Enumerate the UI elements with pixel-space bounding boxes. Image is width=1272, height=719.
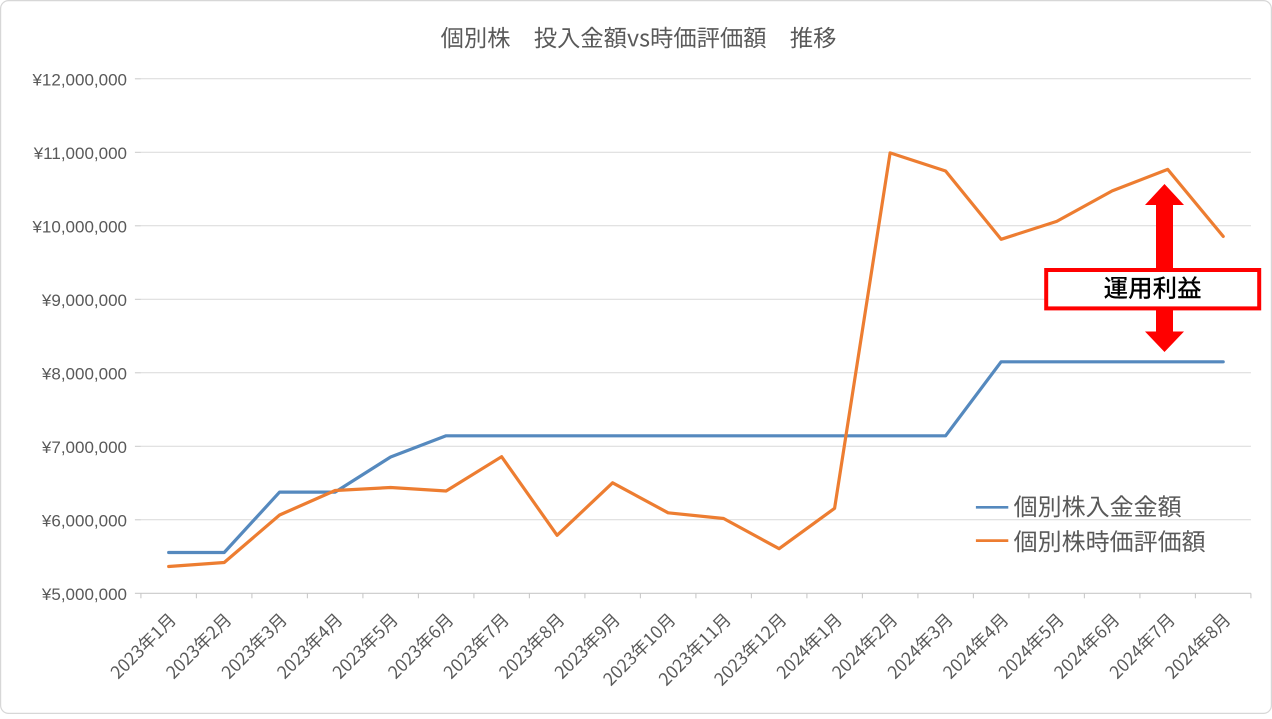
svg-text:¥7,000,000: ¥7,000,000 bbox=[41, 438, 127, 457]
svg-text:¥8,000,000: ¥8,000,000 bbox=[41, 365, 127, 384]
svg-text:¥10,000,000: ¥10,000,000 bbox=[31, 218, 127, 237]
svg-text:¥11,000,000: ¥11,000,000 bbox=[33, 144, 127, 163]
svg-text:¥5,000,000: ¥5,000,000 bbox=[41, 585, 127, 604]
svg-text:¥12,000,000: ¥12,000,000 bbox=[31, 71, 127, 90]
svg-text:¥9,000,000: ¥9,000,000 bbox=[41, 291, 127, 310]
svg-text:¥6,000,000: ¥6,000,000 bbox=[41, 512, 127, 531]
